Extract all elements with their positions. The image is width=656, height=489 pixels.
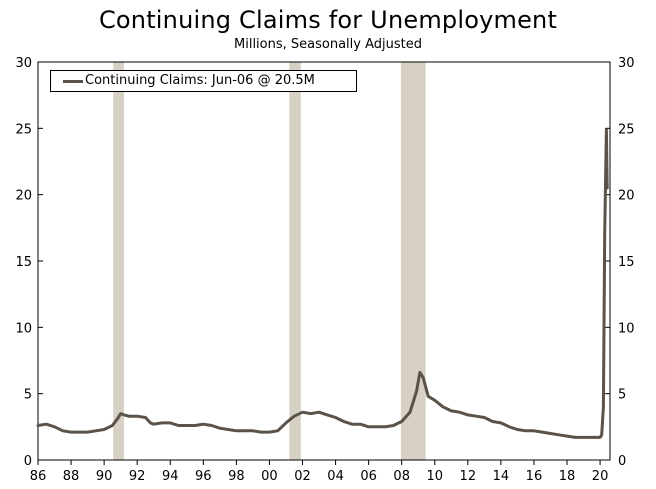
- x-tick-label: 20: [592, 469, 609, 484]
- x-tick-label: 18: [559, 469, 576, 484]
- x-tick-label: 88: [63, 469, 80, 484]
- y-tick-label-right: 30: [618, 56, 635, 71]
- y-tick-label-left: 25: [15, 122, 32, 137]
- x-tick-label: 06: [360, 469, 377, 484]
- y-tick-label-left: 15: [15, 255, 32, 270]
- x-tick-label: 94: [162, 469, 179, 484]
- y-tick-label-right: 0: [618, 454, 626, 469]
- legend: Continuing Claims: Jun-06 @ 20.5M: [50, 70, 357, 92]
- legend-label: Continuing Claims: Jun-06 @ 20.5M: [85, 73, 315, 88]
- x-tick-label: 02: [294, 469, 311, 484]
- legend-swatch: [63, 80, 83, 83]
- x-tick-label: 96: [195, 469, 212, 484]
- x-tick-label: 14: [493, 469, 510, 484]
- x-tick-label: 10: [426, 469, 443, 484]
- chart-title: Continuing Claims for Unemployment: [98, 6, 558, 34]
- recession-band: [113, 62, 124, 460]
- x-tick-label: 08: [393, 469, 410, 484]
- x-tick-label: 00: [261, 469, 278, 484]
- x-tick-label: 04: [327, 469, 344, 484]
- chart-subtitle: Millions, Seasonally Adjusted: [234, 37, 422, 52]
- x-tick-label: 90: [96, 469, 113, 484]
- y-tick-label-left: 5: [24, 388, 32, 403]
- series-line: [36, 128, 609, 439]
- y-tick-label-right: 20: [618, 189, 635, 204]
- y-tick-label-left: 10: [15, 321, 32, 336]
- y-tick-label-left: 30: [15, 56, 32, 71]
- recession-band: [289, 62, 301, 460]
- y-tick-label-left: 0: [24, 454, 32, 469]
- x-tick-label: 12: [460, 469, 477, 484]
- x-tick-label: 16: [526, 469, 543, 484]
- recession-band: [400, 62, 426, 460]
- y-tick-label-right: 15: [618, 255, 635, 270]
- x-tick-label: 98: [228, 469, 245, 484]
- x-tick-label: 92: [129, 469, 146, 484]
- x-tick-label: 86: [30, 469, 47, 484]
- y-tick-label-right: 25: [618, 122, 635, 137]
- y-tick-label-left: 20: [15, 189, 32, 204]
- y-tick-label-right: 10: [618, 321, 635, 336]
- y-tick-label-right: 5: [618, 388, 626, 403]
